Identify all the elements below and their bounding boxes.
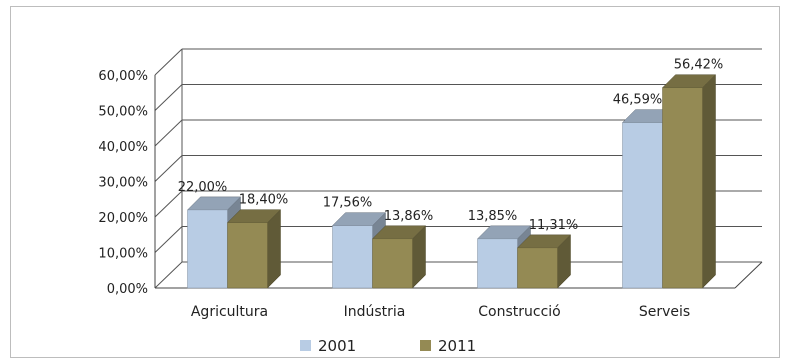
side-gridline [154,226,183,253]
side-gridline [154,261,183,289]
y-tick-label: 40,00% [98,140,148,155]
category-label: Agricultura [191,304,268,320]
side-gridline [154,190,183,218]
data-label: 17,56% [323,196,373,211]
y-tick-label: 20,00% [98,211,148,226]
legend-label: 2001 [318,337,356,355]
side-gridline [154,155,183,182]
legend-item-2011: 2011 [420,337,476,355]
data-label: 11,31% [529,218,579,233]
x-axis-categories: Agricultura Indústria Construcció Serveis [191,304,690,320]
legend-swatch [300,340,311,351]
bar-front [477,238,518,289]
side-gridline [154,84,183,111]
y-tick-label: 0,00% [107,282,148,297]
legend-swatch [420,340,431,351]
floor-right-edge [734,261,763,289]
bar-front [662,87,703,289]
legend: 2001 2011 [300,337,476,355]
bar-front [517,247,558,289]
y-tick-label: 30,00% [98,176,148,191]
data-label: 13,86% [384,209,434,224]
bars [186,74,717,289]
side-gridline [154,48,183,76]
legend-label: 2011 [438,337,476,355]
data-label: 13,85% [468,209,518,224]
data-label: 56,42% [674,58,724,73]
data-label: 22,00% [178,180,228,195]
category-label: Construcció [478,304,560,320]
bar-front [227,222,268,289]
bar-indústria-2001 [331,212,387,289]
y-axis-ticks: 0,00% 10,00% 20,00% 30,00% 40,00% 50,00% 60,00… [98,69,148,297]
y-tick-label: 60,00% [98,69,148,84]
bar-construcció-2011 [516,234,572,289]
bar-front [622,122,663,289]
bar-front [372,238,413,289]
side-gridline [154,119,183,147]
data-label: 46,59% [613,93,663,108]
bar-side [702,74,716,289]
data-label: 18,40% [239,193,289,208]
bar-side [267,209,281,289]
bar-agricultura-2011 [226,209,282,289]
data-labels: 22,00% 18,40% 17,56% 13,86% 13,85% 11,31% 46,5… [178,58,724,233]
y-tick-label: 10,00% [98,247,148,262]
bar-serveis-2011 [661,74,717,289]
bar-indústria-2011 [371,225,427,289]
bar-front [187,209,228,289]
bar-front [332,225,373,289]
y-tick-label: 50,00% [98,105,148,120]
category-label: Serveis [639,304,690,320]
legend-item-2001: 2001 [300,337,356,355]
category-label: Indústria [344,304,406,320]
